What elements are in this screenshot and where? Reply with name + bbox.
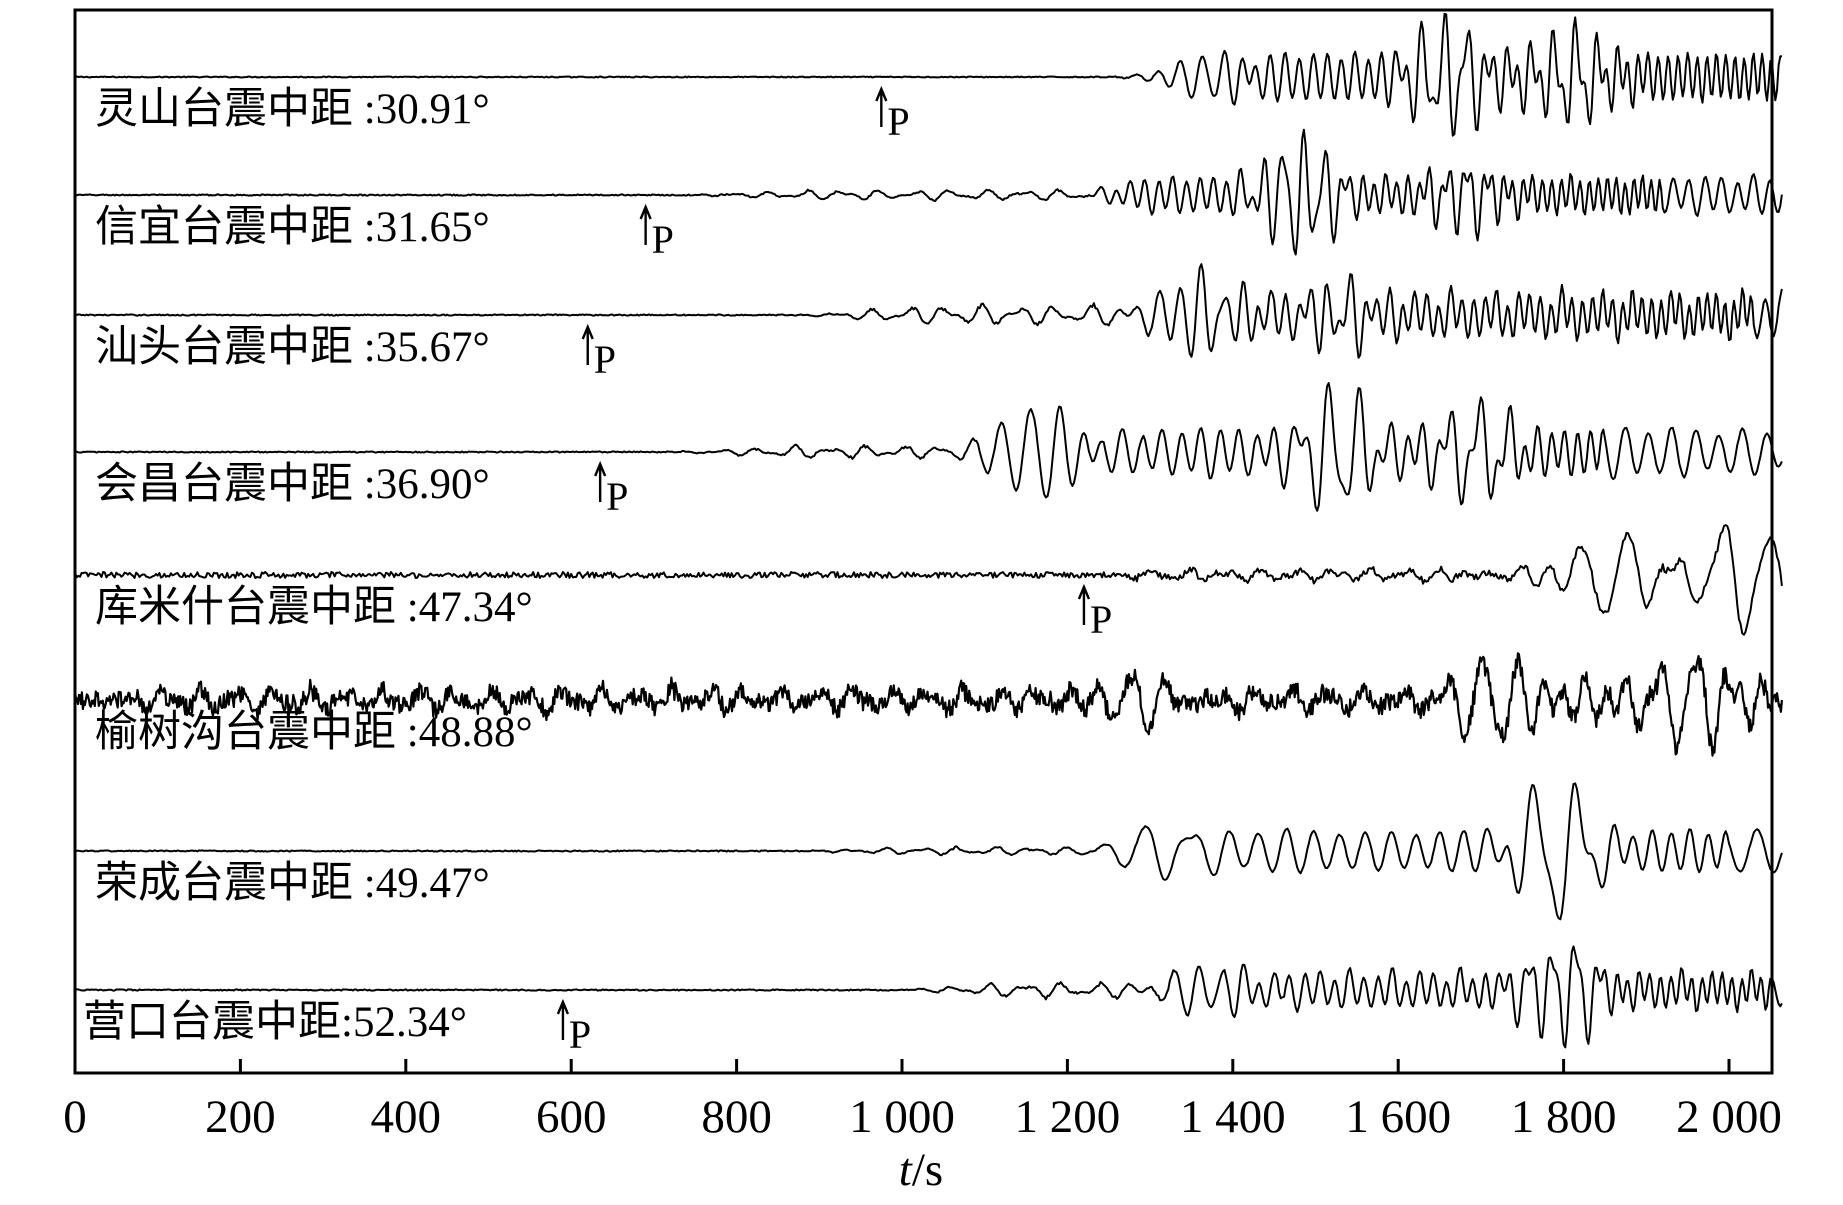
seismogram-trace: [74, 12, 1783, 137]
x-axis-variable: t: [899, 1144, 913, 1196]
seismogram-trace: [74, 782, 1783, 921]
x-tick-label: 400: [371, 1091, 442, 1143]
station-label: 荣成台震中距 :49.47°: [95, 860, 490, 907]
station-label: 榆树沟台震中距 :48.88°: [95, 709, 533, 756]
p-arrival-label: P: [1090, 597, 1112, 642]
station-label: 汕头台震中距 :35.67°: [95, 324, 490, 371]
p-arrival-label: P: [569, 1012, 591, 1057]
station-labels-group: 灵山台震中距 :30.91° 信宜台震中距 :31.65° 汕头台震中距 :35.6…: [83, 86, 533, 1046]
p-arrival-markers-group: P P P P P P: [556, 85, 1112, 1057]
seismogram-trace: [74, 128, 1783, 256]
x-tick-label: 1 600: [1345, 1091, 1451, 1143]
p-arrival-label: P: [606, 474, 628, 519]
x-tick-label: 2 000: [1676, 1091, 1782, 1143]
seismogram-trace: [73, 652, 1783, 757]
p-arrival-arrow: [581, 323, 594, 365]
p-arrival-label: P: [652, 217, 674, 262]
p-arrival-label: P: [887, 99, 909, 144]
x-axis-title: t/s: [899, 1144, 943, 1196]
p-arrival-arrow: [594, 460, 607, 502]
seismogram-trace: [74, 524, 1783, 636]
x-tick-label: 1 200: [1015, 1091, 1121, 1143]
station-label: 信宜台震中距 :31.65°: [95, 203, 490, 251]
p-arrival-arrow: [875, 85, 888, 127]
x-tick-label: 1 800: [1511, 1091, 1617, 1143]
plot-frame: [73, 8, 1774, 1075]
x-axis-unit: /s: [912, 1144, 943, 1196]
traces-group: [73, 12, 1783, 1049]
x-axis: 0 200 400 600 800 1 000 1 200 1 400 1 600 1 800 2 …: [63, 1059, 1782, 1143]
p-arrival-label: P: [594, 337, 616, 382]
x-tick-label: 1 000: [849, 1091, 955, 1143]
station-label: 灵山台震中距 :30.91°: [95, 86, 490, 133]
p-arrival-arrow: [639, 203, 652, 245]
x-tick-label: 600: [536, 1091, 607, 1143]
seismogram-trace: [75, 382, 1783, 512]
x-tick-label: 1 400: [1180, 1091, 1286, 1143]
x-tick-label: 200: [205, 1091, 276, 1143]
p-arrival-arrow: [1077, 583, 1091, 625]
seismogram-trace: [74, 263, 1783, 359]
x-tick-label: 800: [701, 1091, 772, 1143]
seismogram-trace: [74, 945, 1783, 1049]
station-label: 库米什台震中距 :47.34°: [95, 584, 533, 631]
station-label: 会昌台震中距 :36.90°: [95, 461, 490, 508]
x-tick-label: 0: [63, 1091, 87, 1143]
station-label: 营口台震中距:52.34°: [83, 999, 467, 1046]
p-arrival-arrow: [556, 998, 570, 1040]
